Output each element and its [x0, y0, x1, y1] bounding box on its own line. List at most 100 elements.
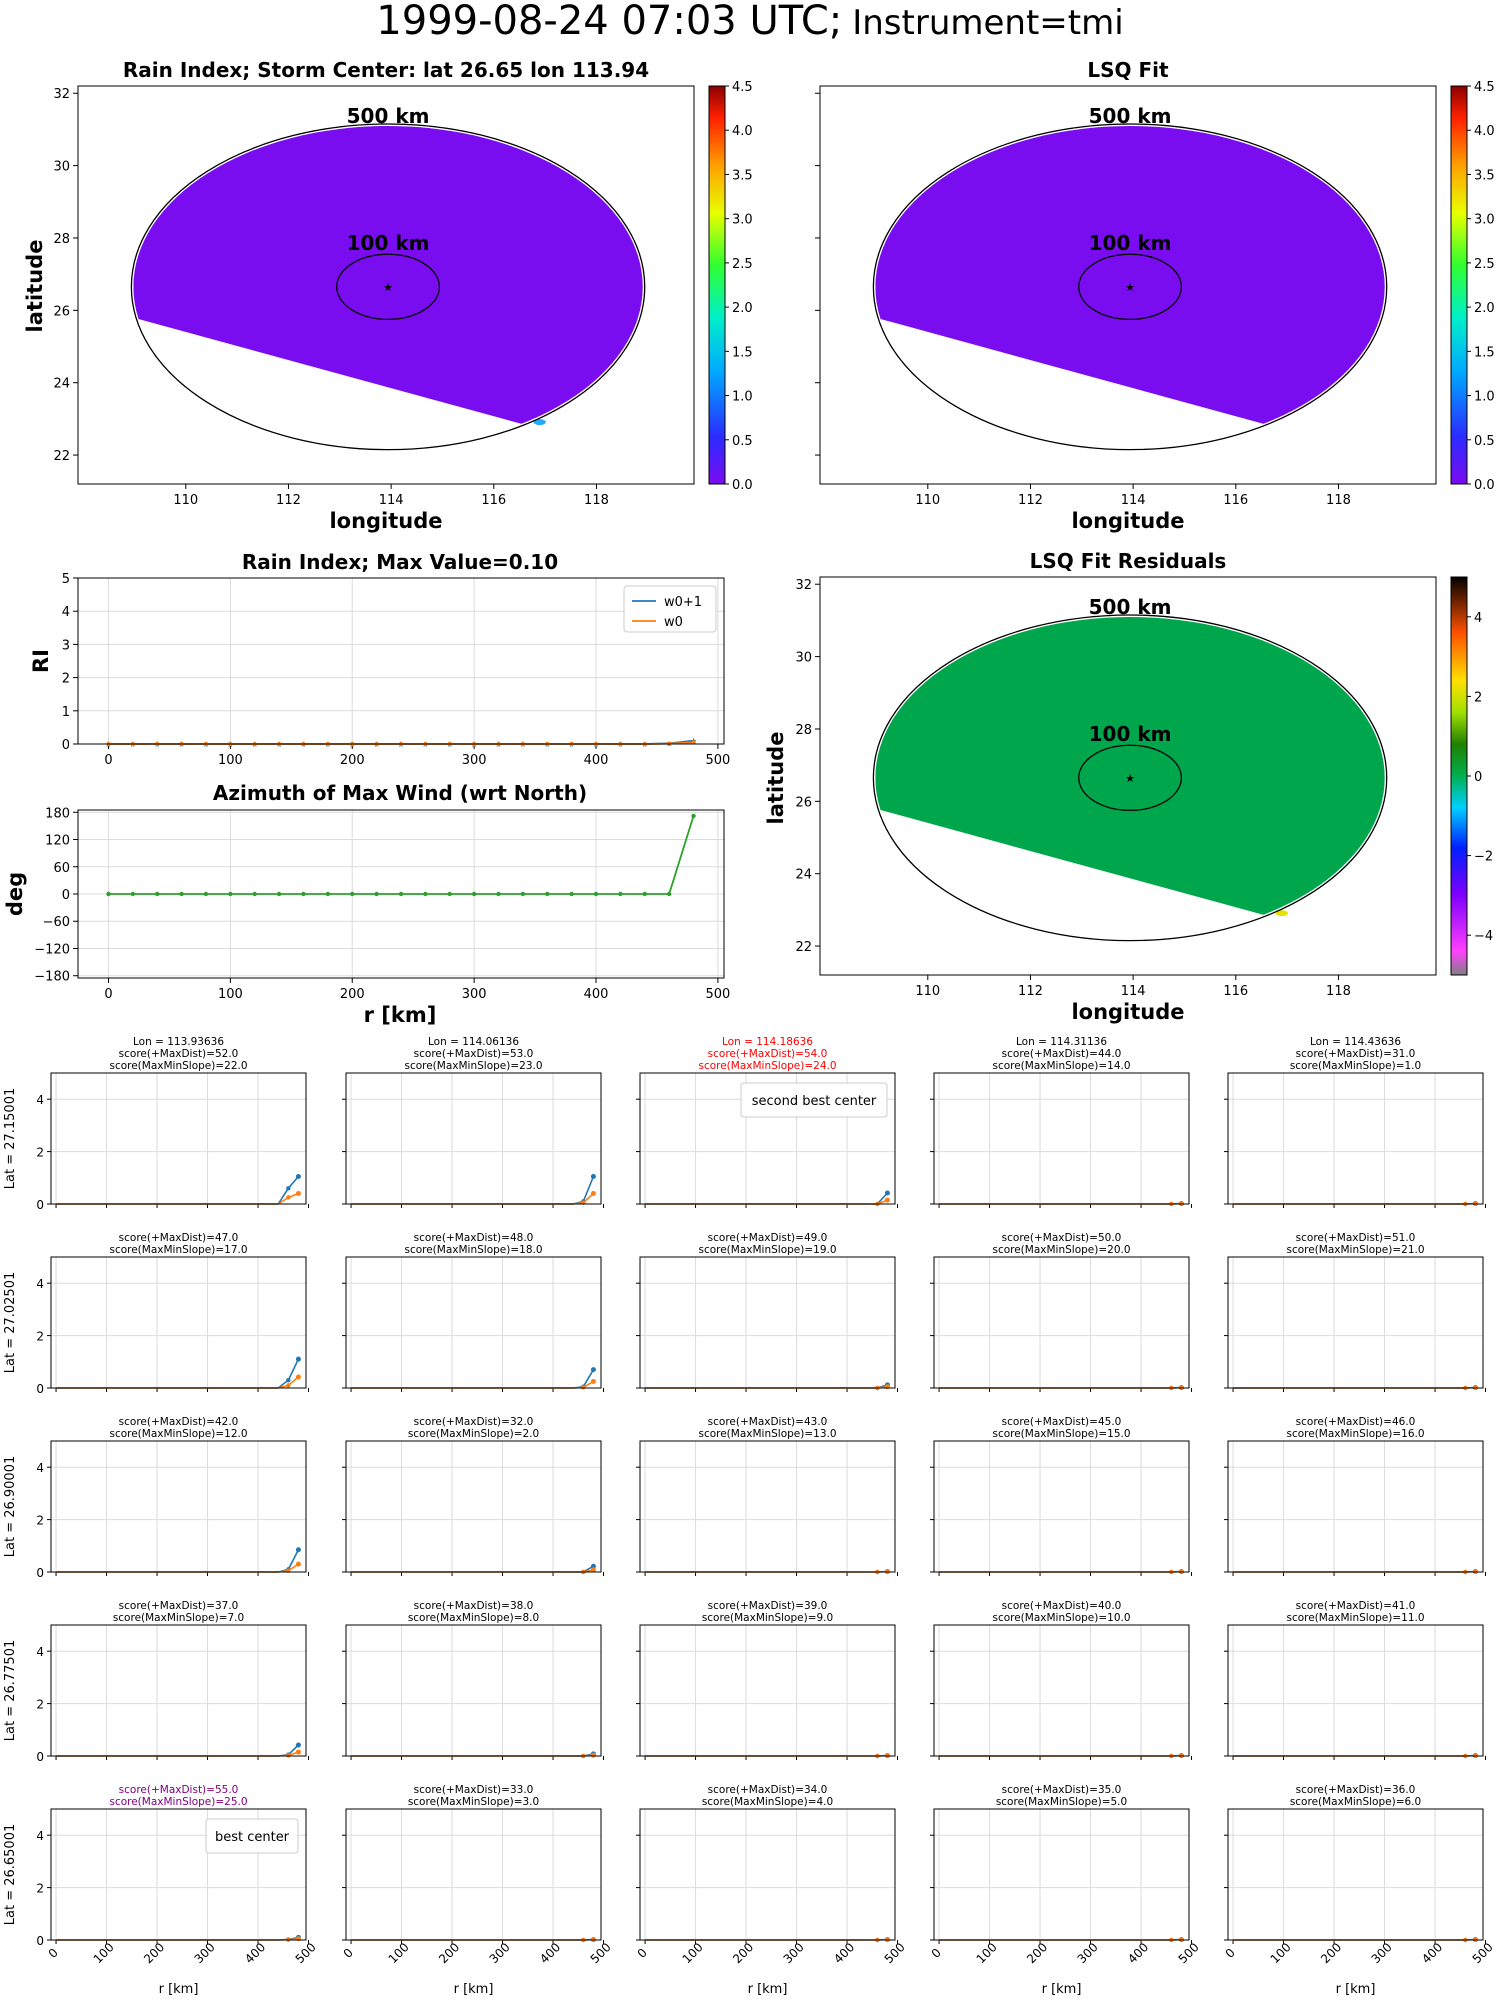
y-tick-label: 26 [795, 795, 812, 810]
y-tick-label: 28 [795, 723, 812, 738]
y-tick-label: 24 [795, 868, 812, 883]
y-tick-label: 2 [36, 1514, 44, 1528]
data-point [179, 891, 184, 897]
rain-index-map-ylabel: latitude [23, 240, 47, 333]
subplot-title-line: score(MaxMinSlope)=3.0 [408, 1796, 539, 1808]
series-w0p1-line [56, 1549, 300, 1573]
x-tick-label: 110 [915, 493, 940, 508]
subplot-title-line: score(MaxMinSlope)=11.0 [1286, 1612, 1424, 1624]
subplot-title-line: score(+MaxDist)=33.0 [414, 1784, 534, 1796]
center-candidate-subplot: score(+MaxDist)=35.0score(MaxMinSlope)=5… [929, 1784, 1202, 1997]
x-tick-label: 300 [781, 1940, 807, 1966]
y-tick-label: 32 [795, 578, 812, 593]
y-tick-label: 2 [36, 1698, 44, 1712]
lsq-residuals-map-panel: LSQ Fit Residuals ★ 500 km 100 km 110 112 114… [764, 549, 1493, 1024]
map-frame [77, 85, 695, 485]
rain-index-profile-panel: Rain Index; Max Value=0.10 0 100 200 300 400… [29, 550, 730, 768]
subplot-title-line: score(MaxMinSlope)=19.0 [698, 1244, 836, 1256]
lsq-residuals-map-title: LSQ Fit Residuals [1030, 549, 1227, 573]
data-point [471, 891, 477, 897]
data-point [155, 891, 160, 897]
ring-500km [872, 123, 1388, 451]
data-point [593, 891, 599, 897]
colorbar [708, 85, 726, 485]
rain-index-map-plot: ★ 500 km 100 km 110 112 114 116 118 22 24 26 28 30 32… [53, 80, 752, 508]
x-tick-label: 500 [1470, 1940, 1496, 1966]
x-tick-label: 500 [882, 1940, 908, 1966]
colorbar-tick-label: 2.5 [732, 257, 753, 272]
x-tick-label: 500 [1176, 1940, 1202, 1966]
storm-center-marker: ★ [383, 281, 393, 294]
x-tick-label: 500 [293, 1940, 319, 1966]
azimuth-profile-xlabel: r [km] [364, 1003, 437, 1027]
subplot-xlabel: r [km] [454, 1982, 494, 1997]
subplot-title-line: score(MaxMinSlope)=10.0 [992, 1612, 1130, 1624]
data-point [520, 891, 526, 897]
data-point [252, 891, 257, 897]
subplot-title-line: score(MaxMinSlope)=21.0 [1286, 1244, 1424, 1256]
center-candidate-subplot: score(+MaxDist)=50.0score(MaxMinSlope)=2… [930, 1232, 1193, 1392]
subplot-title-line: score(MaxMinSlope)=23.0 [404, 1060, 542, 1072]
subplot-frame [345, 1072, 602, 1205]
subplot-title-line: score(MaxMinSlope)=7.0 [113, 1612, 244, 1624]
colorbar [1450, 576, 1468, 976]
data-point [545, 891, 550, 897]
subplot-title-line: score(MaxMinSlope)=20.0 [992, 1244, 1130, 1256]
x-tick-label: 114 [1121, 984, 1146, 999]
y-tick-label: 32 [53, 87, 70, 102]
x-tick-label: 112 [1018, 984, 1043, 999]
subplot-frame [345, 1256, 602, 1389]
x-tick-label: 400 [584, 987, 609, 1002]
data-point [286, 1383, 291, 1388]
center-candidate-subplot: score(+MaxDist)=34.0score(MaxMinSlope)=4… [635, 1784, 908, 1997]
y-tick-label: 180 [45, 806, 70, 821]
data-point [884, 1197, 890, 1203]
y-tick-label: 2 [36, 1146, 44, 1160]
colorbar-tick-label: −2 [1474, 850, 1493, 865]
subplot-title-line: score(+MaxDist)=39.0 [708, 1600, 828, 1612]
series-w0-line [351, 1380, 594, 1389]
y-tick-label: 0 [36, 1198, 44, 1212]
subplot-frame [639, 1808, 896, 1941]
y-tick-label: 1 [62, 705, 70, 720]
x-tick-label: 116 [1223, 984, 1248, 999]
x-tick-label: 100 [1268, 1940, 1294, 1966]
ring-500km-label: 500 km [347, 104, 430, 128]
x-tick-label: 300 [192, 1940, 218, 1966]
subplot-title-line: score(MaxMinSlope)=2.0 [408, 1428, 539, 1440]
y-tick-label: −120 [34, 942, 70, 957]
colorbar-tick-label: 4.0 [1474, 124, 1495, 139]
colorbar [1450, 85, 1468, 485]
colorbar-tick-label: 3.5 [732, 168, 753, 183]
y-tick-label: 120 [45, 834, 70, 849]
row-lat-label: Lat = 26.90001 [3, 1456, 18, 1558]
colorbar-tick-label: 0.0 [1474, 478, 1495, 493]
lsq-fit-map-plot: ★ 500 km 100 km 110 112 114 116 118 0.0 0.5 1.0 1.5… [815, 80, 1495, 508]
data-point [203, 891, 209, 897]
data-point [569, 891, 574, 897]
row-lat-label: Lat = 27.02501 [3, 1272, 18, 1374]
subplot-frame [933, 1256, 1190, 1389]
series-w0-line [56, 1376, 299, 1389]
series-w0-line [56, 1751, 299, 1757]
ring-100km [336, 253, 441, 321]
subplot-title-line: Lon = 114.18636 [722, 1036, 813, 1048]
center-candidate-subplot: score(+MaxDist)=32.0score(MaxMinSlope)=2… [342, 1416, 605, 1576]
subplot-frame [345, 1624, 602, 1757]
y-tick-label: 4 [62, 605, 70, 620]
x-tick-label: 100 [218, 753, 243, 768]
data-point [691, 813, 696, 819]
lsq-fit-map-xlabel: longitude [1071, 509, 1184, 533]
data-point [286, 1195, 291, 1200]
x-tick-label: 400 [537, 1940, 563, 1966]
y-tick-label: 4 [36, 1277, 44, 1291]
row-lat-label: Lat = 27.15001 [3, 1088, 18, 1190]
x-tick-label: 100 [680, 1940, 706, 1966]
colorbar-tick-label: 4.5 [1474, 80, 1495, 95]
colorbar-tick-label: 3.5 [1474, 168, 1495, 183]
y-tick-label: 0 [36, 1750, 44, 1764]
y-tick-label: 60 [53, 861, 70, 876]
center-candidate-subplot: score(+MaxDist)=42.0score(MaxMinSlope)=1… [36, 1416, 310, 1580]
ring-100km [1078, 253, 1183, 321]
y-tick-label: 4 [36, 1645, 44, 1659]
